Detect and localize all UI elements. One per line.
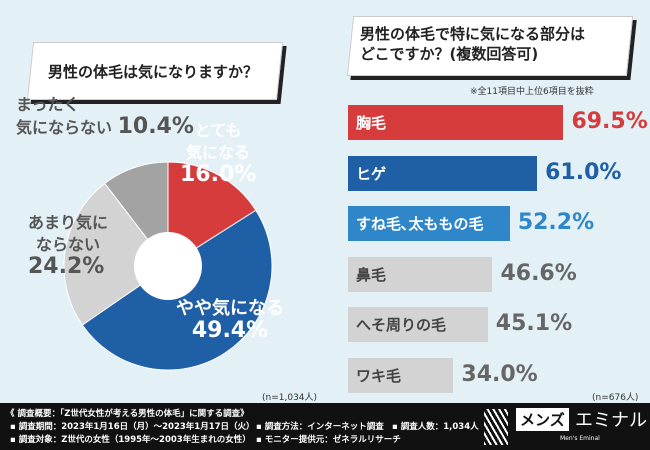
pie-label-3: まったく 気にならない 10.4% [16,95,194,139]
survey-method: ▪ 調査方法：インターネット調査 [256,422,384,432]
pie-label-1: やや気になる 49.4% [176,298,284,343]
pie-hole [134,232,202,300]
survey-summary: 《 調査概要：「Z世代女性が考える男性の体毛」に関する調査》 [6,409,249,419]
pie-slice-2 [63,182,169,326]
pie-title: 男性の体毛は気になりますか？ [48,63,259,81]
pie-label-2: あまり気に ならない 24.2% [28,213,109,279]
bar-0: 胸毛 [348,105,564,140]
bar-3: 鼻毛 [348,256,493,292]
logo-text-a: メンズ [516,408,569,431]
bar-title: 男性の体毛で特に気になる部分はどこですか？(複数回答可) [360,25,586,63]
bar-value-0: 69.5% [571,109,648,134]
survey-provider: ▪ モニター提供元：ゼネラルリサーチ [256,435,401,445]
pie-note: (n=1,034人) [262,393,318,403]
survey-target: ▪ 調査対象：Z世代の女性（1995年～2003年生まれの女性） [10,435,251,445]
footer: 《 調査概要：「Z世代女性が考える男性の体毛」に関する調査》 ▪ 調査期間：20… [0,403,650,450]
bar-subnote: ※全11項目中上位6項目を抜粋 [470,87,594,97]
logo-mark [484,409,508,445]
bar-value-5: 34.0% [461,361,538,387]
bar-1: ヒゲ [348,155,538,191]
pie-chart [63,161,273,371]
survey-count: ▪ 調査人数：1,034人 [392,422,479,432]
logo-sub: Men's Eminal [560,435,600,442]
bar-value-3: 46.6% [500,260,577,286]
survey-period: ▪ 調査期間：2023年1月16日（月）～2023年1月17日（火） [10,422,255,432]
bar-4: へそ周りの毛 [348,307,488,342]
pie-label-0: とても 気になる 16.0% [180,121,257,187]
bar-5: ワキ毛 [348,357,454,393]
bar-value-4: 45.1% [495,311,573,336]
bar-value-2: 52.2% [517,210,595,235]
logo-text-b: エミナル [575,410,647,431]
bar-value-1: 61.0% [545,159,622,185]
infographic: 男性の体毛は気になりますか？ 男性の体毛で特に気になる部分はどこですか？(複数回… [16,16,648,403]
bar-2: すね毛､太ももの毛 [348,206,510,241]
bar-note: (n=676人) [592,393,639,403]
